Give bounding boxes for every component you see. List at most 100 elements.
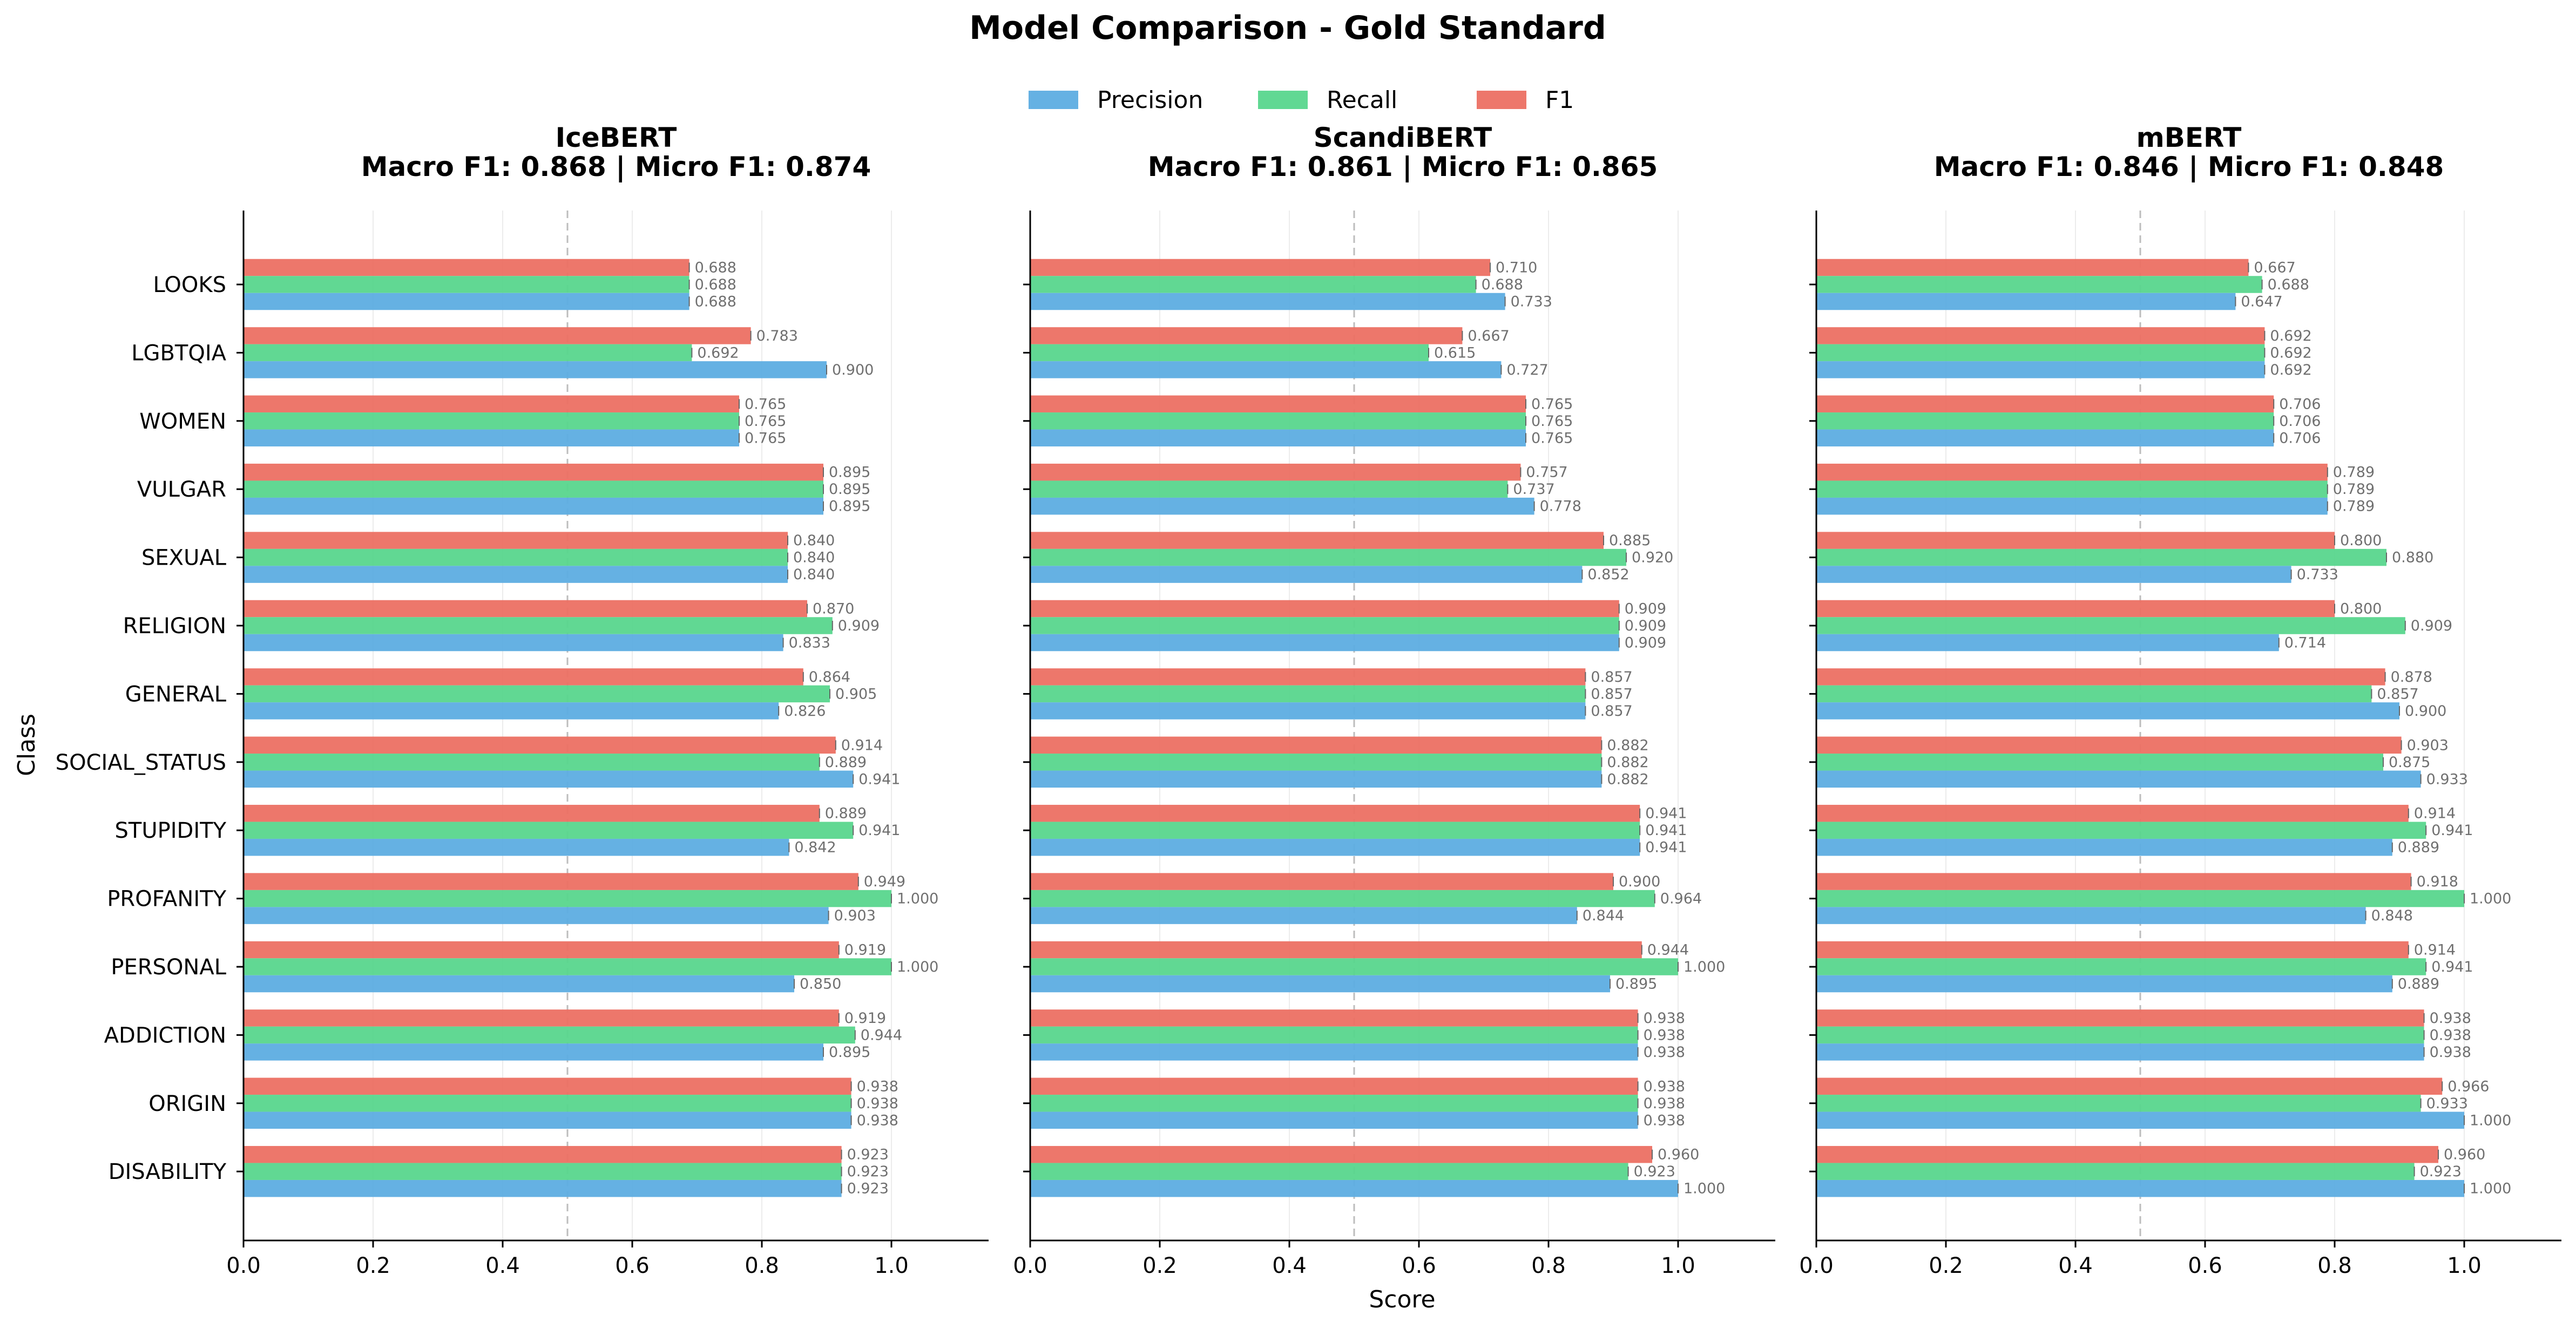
y-tick-label: LGBTQIA — [131, 341, 226, 365]
bar-f1 — [1030, 1145, 1652, 1163]
bar-f1 — [1816, 532, 2335, 549]
data-label-recall: 1.000 — [897, 891, 938, 907]
data-label-f1: 0.895 — [829, 464, 870, 481]
bar-recall — [1030, 822, 1640, 839]
data-label-precision: 0.895 — [1615, 976, 1657, 993]
bar-recall — [1030, 480, 1508, 498]
x-tick-label: 0.0 — [1013, 1253, 1047, 1278]
data-label-precision: 0.900 — [832, 362, 874, 378]
data-label-recall: 0.765 — [745, 413, 786, 430]
bar-f1 — [1816, 1077, 2443, 1095]
x-tick-label: 0.4 — [2058, 1253, 2093, 1278]
legend-swatch-recall — [1258, 91, 1308, 109]
x-tick-label: 0.0 — [226, 1253, 261, 1278]
bar-precision — [1816, 1043, 2424, 1061]
bar-f1 — [1030, 1009, 1638, 1027]
data-label-recall: 0.923 — [1634, 1163, 1675, 1180]
bar-precision — [1030, 634, 1619, 652]
data-label-recall: 0.789 — [2333, 481, 2375, 498]
bar-precision — [1816, 566, 2291, 583]
data-label-recall: 0.882 — [1607, 754, 1648, 771]
bar-recall — [244, 754, 820, 771]
bar-precision — [1816, 838, 2392, 856]
data-label-recall: 0.688 — [2268, 276, 2309, 293]
data-label-f1: 0.688 — [695, 260, 736, 276]
bar-recall — [1816, 617, 2405, 634]
bar-precision — [244, 497, 823, 515]
bar-precision — [244, 429, 739, 447]
x-tick-label: 0.4 — [485, 1253, 520, 1278]
data-label-precision: 0.900 — [2405, 703, 2446, 720]
data-label-recall: 0.688 — [695, 276, 736, 293]
bar-precision — [244, 634, 783, 652]
bar-precision — [1030, 907, 1577, 924]
x-tick-label: 0.8 — [745, 1253, 779, 1278]
data-label-f1: 0.938 — [1644, 1010, 1685, 1027]
bar-precision — [244, 907, 829, 924]
data-label-recall: 0.737 — [1513, 481, 1554, 498]
bar-recall — [1030, 685, 1586, 703]
y-tick-label: ORIGIN — [148, 1091, 226, 1116]
data-label-precision: 0.889 — [2398, 839, 2439, 856]
bar-recall — [1816, 685, 2372, 703]
bar-f1 — [1816, 736, 2402, 754]
data-label-f1: 0.789 — [2333, 464, 2375, 481]
data-label-recall: 0.938 — [1644, 1095, 1685, 1112]
data-label-f1: 0.864 — [809, 669, 850, 686]
data-label-recall: 0.938 — [857, 1095, 898, 1112]
x-tick-label: 0.6 — [1402, 1253, 1436, 1278]
bar-recall — [244, 1026, 855, 1044]
bar-f1 — [1030, 259, 1490, 276]
bar-f1 — [1816, 873, 2411, 890]
bar-recall — [244, 276, 689, 293]
data-label-precision: 0.765 — [1531, 430, 1573, 446]
bar-f1 — [1030, 327, 1463, 344]
data-label-recall: 0.938 — [2430, 1027, 2471, 1043]
data-label-recall: 0.923 — [2420, 1163, 2462, 1180]
bar-recall — [1816, 1095, 2421, 1112]
bar-f1 — [1816, 941, 2409, 959]
bar-precision — [1030, 770, 1602, 788]
data-label-f1: 0.692 — [2270, 328, 2311, 344]
data-label-recall: 0.895 — [829, 481, 870, 498]
data-label-precision: 0.903 — [834, 907, 876, 924]
bar-recall — [1030, 958, 1678, 975]
y-tick-label: GENERAL — [125, 682, 227, 707]
data-label-f1: 0.889 — [825, 805, 867, 822]
x-tick-label: 0.2 — [1929, 1253, 1963, 1278]
bar-recall — [1816, 754, 2383, 771]
bar-f1 — [1816, 259, 2249, 276]
panel-subtitle: Macro F1: 0.868 | Micro F1: 0.874 — [361, 151, 871, 182]
y-tick-label: WOMEN — [139, 409, 226, 434]
bar-precision — [244, 293, 689, 310]
bar-recall — [1030, 754, 1602, 771]
bar-recall — [1030, 412, 1526, 430]
data-label-f1: 0.710 — [1496, 260, 1537, 276]
bar-f1 — [244, 327, 751, 344]
data-label-precision: 0.857 — [1591, 703, 1632, 720]
bar-f1 — [1030, 463, 1521, 481]
panel-title: mBERT — [2136, 122, 2242, 153]
data-label-f1: 0.882 — [1607, 737, 1648, 754]
y-tick-label: ADDICTION — [104, 1023, 226, 1048]
data-label-precision: 0.727 — [1506, 362, 1548, 378]
bar-f1 — [1816, 463, 2328, 481]
panel-subtitle: Macro F1: 0.846 | Micro F1: 0.848 — [1934, 151, 2444, 182]
bar-recall — [244, 344, 692, 362]
bar-f1 — [244, 1077, 851, 1095]
data-label-f1: 0.938 — [857, 1078, 898, 1095]
bar-recall — [1030, 1163, 1628, 1180]
bar-precision — [1816, 497, 2328, 515]
bar-f1 — [1030, 736, 1602, 754]
data-label-precision: 1.000 — [1683, 1181, 1725, 1197]
bar-recall — [244, 548, 788, 566]
data-label-precision: 0.844 — [1583, 907, 1624, 924]
bar-f1 — [1030, 804, 1640, 822]
x-tick-label: 0.0 — [1799, 1253, 1834, 1278]
bar-precision — [1030, 702, 1586, 720]
data-label-precision: 0.941 — [858, 771, 900, 788]
data-label-precision: 0.833 — [789, 635, 830, 652]
bar-precision — [1816, 975, 2392, 993]
